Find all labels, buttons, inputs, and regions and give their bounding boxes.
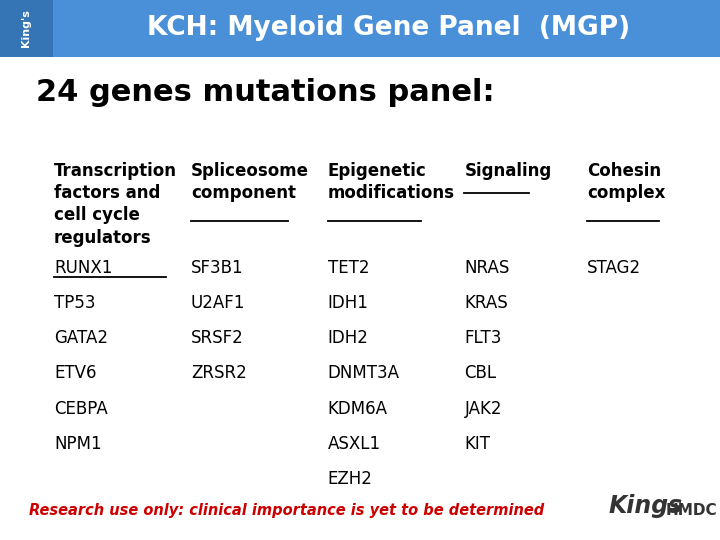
Text: Transcription
factors and
cell cycle
regulators: Transcription factors and cell cycle reg… xyxy=(54,162,177,247)
Bar xyxy=(0,0,720,57)
Text: NPM1: NPM1 xyxy=(54,435,102,453)
Text: Spliceosome
component: Spliceosome component xyxy=(191,162,309,202)
Text: TP53: TP53 xyxy=(54,294,96,312)
Text: ZRSR2: ZRSR2 xyxy=(191,364,246,382)
Text: Kings: Kings xyxy=(608,495,683,518)
Text: ASXL1: ASXL1 xyxy=(328,435,381,453)
Text: GATA2: GATA2 xyxy=(54,329,108,347)
Text: IDH1: IDH1 xyxy=(328,294,369,312)
Text: SRSF2: SRSF2 xyxy=(191,329,243,347)
Text: ETV6: ETV6 xyxy=(54,364,96,382)
Text: EZH2: EZH2 xyxy=(328,470,372,488)
Text: DNMT3A: DNMT3A xyxy=(328,364,400,382)
Text: Cohesin
complex: Cohesin complex xyxy=(587,162,665,202)
Text: SF3B1: SF3B1 xyxy=(191,259,243,277)
Text: Epigenetic
modifications: Epigenetic modifications xyxy=(328,162,454,202)
Text: IDH2: IDH2 xyxy=(328,329,369,347)
Text: KDM6A: KDM6A xyxy=(328,400,387,417)
Text: King's: King's xyxy=(22,9,31,48)
Text: U2AF1: U2AF1 xyxy=(191,294,246,312)
Text: KIT: KIT xyxy=(464,435,490,453)
Text: 24 genes mutations panel:: 24 genes mutations panel: xyxy=(36,78,495,107)
Text: NRAS: NRAS xyxy=(464,259,510,277)
Text: STAG2: STAG2 xyxy=(587,259,641,277)
Text: Research use only: clinical importance is yet to be determined: Research use only: clinical importance i… xyxy=(29,503,544,518)
Text: KCH: Myeloid Gene Panel  (MGP): KCH: Myeloid Gene Panel (MGP) xyxy=(147,15,631,42)
Text: CBL: CBL xyxy=(464,364,497,382)
Bar xyxy=(0,0,53,57)
Text: JAK2: JAK2 xyxy=(464,400,502,417)
Text: Signaling: Signaling xyxy=(464,162,552,180)
Text: RUNX1: RUNX1 xyxy=(54,259,112,277)
Text: KRAS: KRAS xyxy=(464,294,508,312)
Text: FLT3: FLT3 xyxy=(464,329,502,347)
Text: HMDC: HMDC xyxy=(666,503,718,518)
Text: CEBPA: CEBPA xyxy=(54,400,108,417)
Text: TET2: TET2 xyxy=(328,259,369,277)
